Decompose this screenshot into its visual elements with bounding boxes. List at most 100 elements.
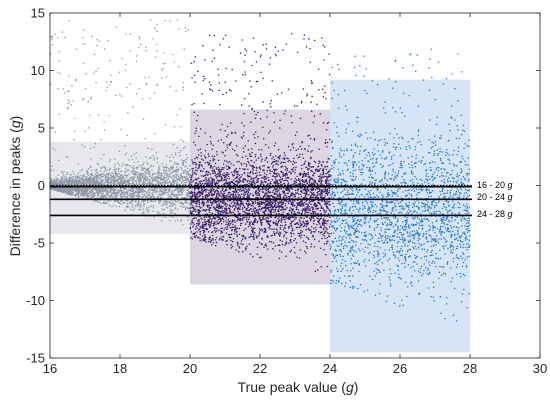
data-point	[258, 190, 261, 192]
data-point	[148, 181, 151, 183]
data-point	[114, 163, 116, 166]
data-point	[142, 118, 145, 120]
data-point	[171, 190, 174, 192]
data-point	[294, 252, 296, 254]
data-point	[53, 178, 56, 181]
data-point	[68, 19, 70, 22]
data-point	[325, 129, 328, 131]
data-point	[131, 188, 134, 190]
data-point	[297, 148, 300, 150]
data-point	[254, 220, 256, 223]
data-point	[294, 172, 296, 174]
data-point	[293, 166, 295, 169]
data-point	[247, 139, 249, 142]
data-point	[114, 188, 116, 190]
data-point	[134, 171, 137, 173]
data-point	[189, 168, 191, 171]
data-point	[193, 188, 196, 191]
data-point	[206, 201, 208, 204]
data-point	[177, 191, 180, 194]
data-point	[82, 187, 84, 189]
data-point	[300, 195, 303, 198]
data-point	[56, 177, 59, 180]
data-point	[310, 245, 312, 248]
data-point	[307, 135, 309, 137]
data-point	[255, 81, 258, 83]
data-point	[314, 188, 317, 191]
data-point	[326, 165, 329, 168]
data-point	[157, 195, 159, 197]
data-point	[138, 182, 140, 184]
data-point	[262, 44, 264, 46]
data-point	[145, 156, 147, 158]
data-point	[106, 194, 108, 197]
data-point	[311, 95, 313, 98]
data-point	[110, 180, 113, 183]
data-point	[226, 125, 229, 128]
data-point	[233, 233, 236, 235]
data-point	[82, 191, 85, 194]
data-point	[131, 191, 134, 193]
data-point	[239, 180, 242, 183]
data-point	[128, 179, 131, 181]
data-point	[104, 181, 107, 184]
data-point	[111, 171, 113, 173]
data-point	[92, 174, 94, 177]
data-point	[201, 158, 203, 160]
data-point	[159, 181, 162, 184]
data-point	[196, 194, 199, 196]
data-point	[244, 48, 246, 50]
data-point	[290, 178, 292, 180]
data-point	[157, 183, 160, 185]
data-point	[164, 204, 166, 206]
data-point	[200, 217, 202, 219]
data-point	[293, 195, 295, 198]
data-point	[288, 171, 290, 173]
data-point	[154, 173, 157, 175]
data-point	[328, 187, 331, 189]
data-point	[201, 165, 203, 168]
data-point	[131, 193, 133, 196]
data-point	[193, 111, 196, 113]
data-point	[101, 192, 103, 194]
data-point	[179, 190, 181, 192]
data-point	[247, 160, 249, 163]
data-point	[108, 160, 111, 163]
data-point	[81, 180, 83, 182]
data-point	[244, 187, 246, 190]
data-point	[124, 201, 126, 204]
data-point	[276, 224, 278, 227]
data-point	[234, 224, 236, 227]
data-point	[207, 240, 210, 243]
data-point	[166, 176, 168, 179]
data-point	[137, 200, 140, 202]
data-point	[326, 172, 329, 174]
data-point	[93, 72, 95, 74]
data-point	[240, 184, 242, 186]
data-point	[319, 247, 322, 249]
data-point	[322, 233, 324, 236]
data-point	[171, 216, 174, 218]
data-point	[321, 194, 324, 196]
data-point	[167, 193, 169, 196]
data-point	[125, 33, 127, 35]
data-point	[218, 89, 220, 91]
data-point	[241, 207, 244, 209]
data-point	[176, 188, 178, 190]
data-point	[166, 172, 168, 174]
data-point	[100, 194, 103, 196]
data-point	[254, 50, 256, 53]
data-point	[271, 191, 274, 193]
data-point	[186, 156, 189, 159]
data-point	[66, 193, 69, 195]
data-point	[191, 204, 193, 207]
data-point	[125, 63, 127, 66]
data-point	[251, 171, 254, 174]
data-point	[70, 191, 73, 194]
data-point	[90, 158, 92, 160]
data-point	[86, 169, 88, 172]
data-point	[129, 50, 131, 52]
data-point	[184, 177, 186, 179]
data-point	[316, 269, 319, 271]
data-point	[284, 161, 286, 164]
